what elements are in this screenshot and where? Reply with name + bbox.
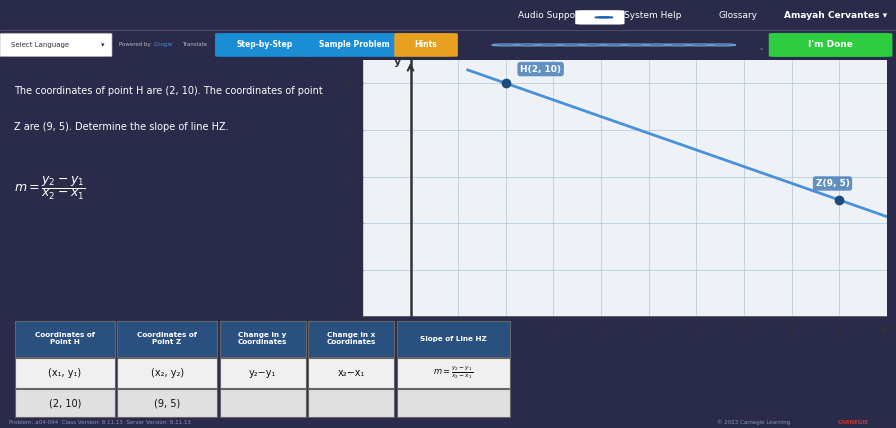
Text: Audio Support: Audio Support — [518, 11, 582, 20]
Text: x: x — [880, 326, 887, 336]
Text: CARNEGIE: CARNEGIE — [838, 420, 869, 425]
Text: Z are (9, 5). Determine the slope of line HZ.: Z are (9, 5). Determine the slope of lin… — [14, 122, 229, 131]
Text: x₂−x₁: x₂−x₁ — [338, 368, 365, 378]
Text: Change in y
Coordinates: Change in y Coordinates — [237, 333, 288, 345]
FancyBboxPatch shape — [397, 321, 510, 357]
Text: Coordinates of
Point H: Coordinates of Point H — [35, 333, 95, 345]
Text: (x₁, y₁): (x₁, y₁) — [48, 368, 82, 378]
Text: Amayah Cervantes ▾: Amayah Cervantes ▾ — [784, 11, 887, 20]
Text: Select Language: Select Language — [11, 42, 69, 48]
Text: I'm Done: I'm Done — [808, 40, 853, 50]
Text: H(2, 10): H(2, 10) — [521, 65, 561, 74]
Text: ‸: ‸ — [760, 40, 763, 50]
Text: $m = \dfrac{y_2 - y_1}{x_2 - x_1}$: $m = \dfrac{y_2 - y_1}{x_2 - x_1}$ — [14, 175, 86, 202]
Text: Z(9, 5): Z(9, 5) — [815, 179, 849, 188]
FancyBboxPatch shape — [117, 321, 217, 357]
FancyBboxPatch shape — [15, 321, 115, 357]
FancyBboxPatch shape — [215, 33, 314, 57]
Text: Problem: a04-094  Class Version: 8.11.13  Server Version: 8.11.13: Problem: a04-094 Class Version: 8.11.13 … — [9, 420, 191, 425]
FancyBboxPatch shape — [0, 33, 112, 56]
Text: The coordinates of point H are (2, 10). The coordinates of point: The coordinates of point H are (2, 10). … — [14, 86, 323, 95]
FancyBboxPatch shape — [308, 389, 394, 417]
FancyBboxPatch shape — [769, 33, 892, 57]
FancyBboxPatch shape — [308, 321, 394, 357]
Text: Slope of Line HZ: Slope of Line HZ — [420, 336, 487, 342]
FancyBboxPatch shape — [397, 389, 510, 417]
FancyBboxPatch shape — [575, 10, 625, 24]
Text: Coordinates of
Point Z: Coordinates of Point Z — [137, 333, 197, 345]
FancyBboxPatch shape — [394, 33, 458, 57]
Text: Change in x
Coordinates: Change in x Coordinates — [326, 333, 376, 345]
Text: Step-by-Step: Step-by-Step — [237, 40, 292, 50]
Text: y: y — [394, 56, 401, 67]
Text: © 2023 Carnegie Learning: © 2023 Carnegie Learning — [717, 420, 790, 425]
FancyBboxPatch shape — [220, 358, 306, 388]
Text: Glossary: Glossary — [718, 11, 757, 20]
FancyBboxPatch shape — [15, 389, 115, 417]
Text: Sample Problem: Sample Problem — [319, 40, 389, 50]
FancyBboxPatch shape — [117, 358, 217, 388]
Text: Hints: Hints — [414, 40, 437, 50]
FancyBboxPatch shape — [308, 358, 394, 388]
Text: (2, 10): (2, 10) — [48, 398, 82, 408]
Text: $m = \frac{y_2 - y_1}{x_2 - x_1}$: $m = \frac{y_2 - y_1}{x_2 - x_1}$ — [434, 365, 473, 381]
Text: (9, 5): (9, 5) — [154, 398, 180, 408]
FancyBboxPatch shape — [220, 321, 306, 357]
FancyBboxPatch shape — [397, 358, 510, 388]
Text: Powered by: Powered by — [119, 42, 151, 48]
Text: (x₂, y₂): (x₂, y₂) — [151, 368, 184, 378]
Text: Google: Google — [154, 42, 174, 48]
FancyBboxPatch shape — [117, 389, 217, 417]
Text: Translate: Translate — [182, 42, 207, 48]
FancyBboxPatch shape — [15, 358, 115, 388]
Text: ▾: ▾ — [101, 42, 105, 48]
Text: System Help: System Help — [624, 11, 681, 20]
Text: y₂−y₁: y₂−y₁ — [249, 368, 276, 378]
FancyBboxPatch shape — [220, 389, 306, 417]
FancyBboxPatch shape — [305, 33, 404, 57]
Circle shape — [595, 17, 613, 18]
